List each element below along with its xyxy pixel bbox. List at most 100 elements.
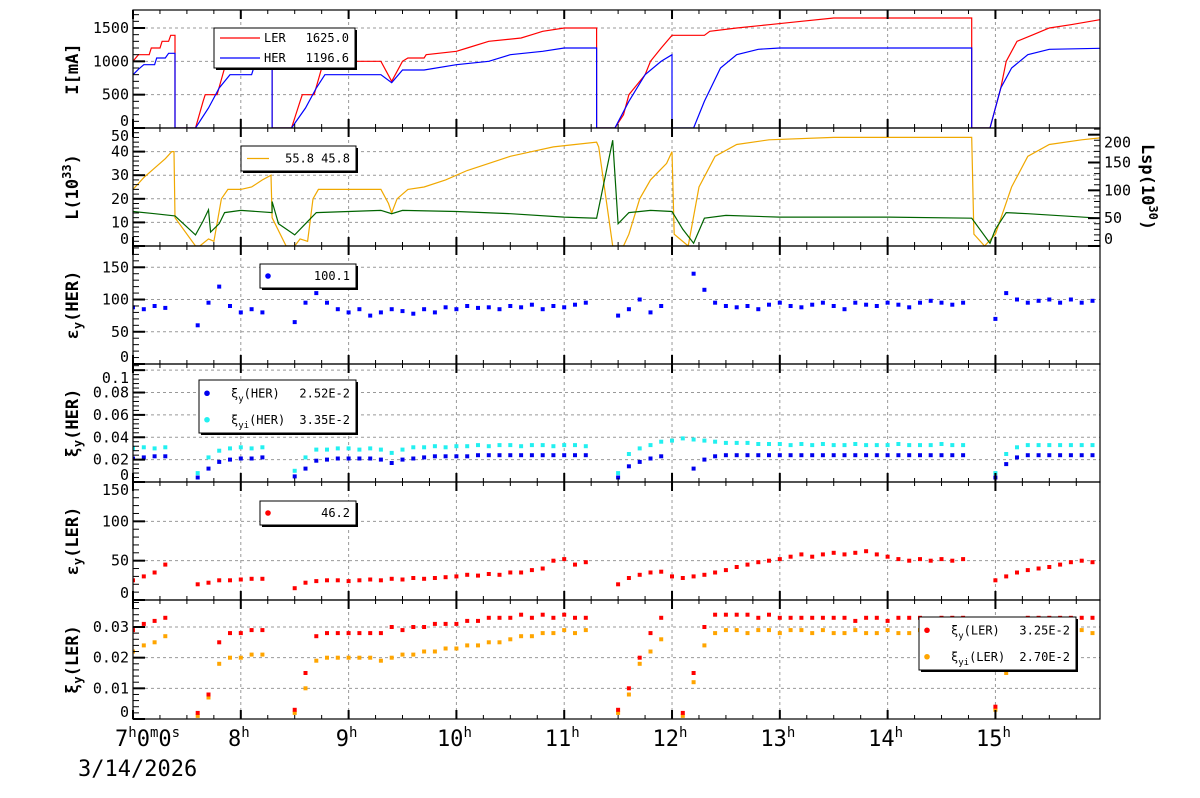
data-point bbox=[163, 445, 168, 450]
data-point bbox=[1047, 565, 1052, 569]
legend-label: HER bbox=[264, 51, 286, 65]
data-point bbox=[314, 658, 319, 663]
data-point bbox=[961, 300, 966, 305]
data-point bbox=[713, 570, 718, 575]
data-point bbox=[508, 453, 513, 458]
x-tick-label-unit: h bbox=[463, 725, 471, 741]
data-point bbox=[842, 443, 847, 448]
data-point bbox=[756, 628, 761, 633]
data-point bbox=[907, 305, 912, 310]
data-point bbox=[540, 453, 545, 458]
data-point bbox=[133, 446, 135, 451]
data-point bbox=[540, 566, 545, 571]
data-point bbox=[497, 572, 502, 577]
data-point bbox=[1004, 291, 1009, 296]
data-point bbox=[1101, 443, 1105, 447]
data-point bbox=[443, 621, 448, 626]
legend-value: 2.52E-2 bbox=[299, 386, 350, 400]
data-point bbox=[314, 447, 319, 452]
data-point bbox=[788, 615, 793, 620]
data-point bbox=[152, 454, 157, 459]
data-point bbox=[551, 615, 556, 620]
emittance-y-HER-series bbox=[133, 271, 1105, 328]
data-point bbox=[1004, 452, 1009, 456]
x-tick-label-unit: h bbox=[241, 725, 249, 741]
data-point bbox=[378, 658, 383, 663]
data-point bbox=[1079, 443, 1084, 448]
data-point bbox=[206, 300, 211, 305]
y-axis-label: εy(LER) bbox=[63, 507, 85, 576]
data-point bbox=[723, 628, 728, 633]
data-point bbox=[1036, 453, 1041, 458]
data-point bbox=[389, 625, 394, 629]
data-point bbox=[195, 323, 200, 328]
data-point bbox=[314, 458, 319, 463]
data-point bbox=[788, 304, 793, 308]
data-point bbox=[723, 568, 728, 573]
data-point bbox=[1025, 300, 1030, 305]
data-point bbox=[907, 615, 912, 620]
label-text: ξ bbox=[951, 650, 958, 664]
data-point bbox=[680, 710, 685, 715]
y-tick-label-right: 200 bbox=[1104, 134, 1131, 152]
data-point bbox=[519, 305, 524, 310]
data-point bbox=[864, 302, 869, 307]
data-point bbox=[314, 634, 319, 639]
legend-value: 55.8 bbox=[285, 152, 314, 166]
y-tick-label: 0.08 bbox=[93, 384, 129, 402]
data-point bbox=[260, 652, 265, 657]
legend: 46.2 bbox=[259, 500, 358, 527]
data-point bbox=[853, 550, 858, 555]
data-point bbox=[734, 612, 739, 617]
data-point bbox=[335, 631, 340, 636]
data-point bbox=[454, 646, 459, 651]
data-point bbox=[508, 637, 513, 642]
data-point bbox=[573, 615, 577, 620]
data-point bbox=[260, 628, 265, 633]
data-point bbox=[799, 552, 804, 557]
data-point bbox=[702, 457, 707, 462]
data-point bbox=[519, 453, 524, 458]
legend-value: 45.8 bbox=[321, 152, 350, 166]
legend-box bbox=[198, 379, 357, 434]
data-point bbox=[432, 310, 437, 315]
data-point bbox=[529, 615, 534, 620]
label-subscript: y bbox=[71, 558, 85, 565]
data-point bbox=[1101, 298, 1105, 302]
data-point bbox=[400, 577, 405, 582]
data-point bbox=[583, 453, 588, 458]
data-point bbox=[195, 713, 200, 718]
data-point bbox=[508, 304, 513, 308]
data-point bbox=[465, 572, 470, 577]
label-text: ξ bbox=[951, 623, 958, 637]
data-point bbox=[368, 655, 373, 660]
x-tick-label-part: m bbox=[150, 725, 158, 741]
legend-dot-marker bbox=[924, 627, 930, 634]
label-tail: (HER) bbox=[63, 271, 83, 322]
data-point bbox=[573, 443, 577, 448]
data-point bbox=[1068, 453, 1073, 458]
data-point bbox=[562, 612, 567, 617]
y-tick-label: 1000 bbox=[93, 52, 129, 70]
data-point bbox=[583, 300, 588, 305]
data-point bbox=[133, 628, 135, 633]
data-point bbox=[454, 444, 459, 449]
data-point bbox=[702, 643, 707, 648]
legend-dot-marker bbox=[265, 510, 271, 516]
legend-box bbox=[918, 616, 1077, 671]
data-point bbox=[260, 576, 265, 581]
x-tick-label-hour: 9 bbox=[336, 727, 349, 752]
y-tick-label-right: 50 bbox=[1104, 209, 1122, 227]
data-point bbox=[961, 557, 966, 562]
data-point bbox=[378, 631, 383, 636]
data-point bbox=[713, 454, 718, 459]
data-point bbox=[907, 453, 912, 458]
data-point bbox=[842, 453, 847, 458]
data-point bbox=[626, 686, 631, 691]
plot-area bbox=[133, 271, 1105, 328]
y-axis-label: I[mA] bbox=[63, 43, 83, 94]
data-point bbox=[616, 471, 621, 476]
data-point bbox=[206, 580, 211, 585]
